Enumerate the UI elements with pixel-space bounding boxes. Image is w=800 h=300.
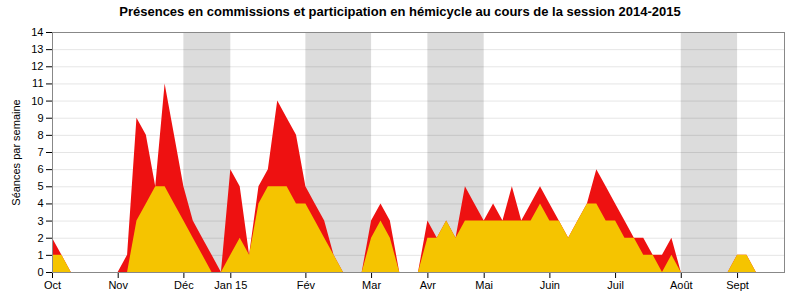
svg-text:Déc: Déc: [174, 279, 194, 291]
svg-text:0: 0: [37, 266, 43, 278]
svg-text:Mar: Mar: [362, 279, 381, 291]
svg-text:Avr: Avr: [420, 279, 437, 291]
svg-text:Juin: Juin: [540, 279, 560, 291]
svg-text:Jan 15: Jan 15: [214, 279, 247, 291]
svg-text:Mai: Mai: [475, 279, 493, 291]
svg-text:2: 2: [37, 232, 43, 244]
svg-text:Fév: Fév: [297, 279, 316, 291]
svg-text:6: 6: [37, 163, 43, 175]
svg-text:4: 4: [37, 197, 43, 209]
svg-text:5: 5: [37, 180, 43, 192]
svg-text:13: 13: [31, 43, 43, 55]
svg-text:9: 9: [37, 112, 43, 124]
svg-text:1: 1: [37, 249, 43, 261]
svg-text:12: 12: [31, 60, 43, 72]
svg-text:Nov: Nov: [108, 279, 128, 291]
svg-text:10: 10: [31, 95, 43, 107]
svg-text:8: 8: [37, 129, 43, 141]
svg-text:3: 3: [37, 215, 43, 227]
svg-text:Août: Août: [670, 279, 693, 291]
html-text:Présences en commissions et pa: Présences en commissions et participatio…: [119, 4, 681, 19]
svg-text:Séances par semaine: Séances par semaine: [10, 99, 22, 205]
svg-text:11: 11: [32, 77, 43, 89]
svg-text:7: 7: [37, 146, 43, 158]
svg-text:Juil: Juil: [607, 279, 624, 291]
svg-text:14: 14: [31, 26, 43, 38]
svg-text:Oct: Oct: [44, 279, 61, 291]
svg-text:Sept: Sept: [726, 279, 749, 291]
